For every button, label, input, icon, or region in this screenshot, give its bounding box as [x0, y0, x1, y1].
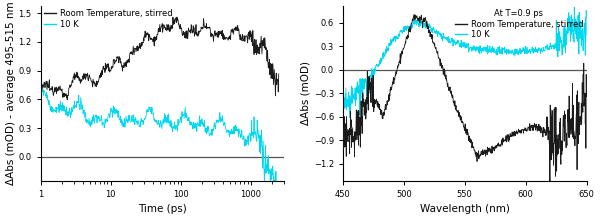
Legend: Room Temperature, stirred, 10 K: Room Temperature, stirred, 10 K: [454, 8, 584, 40]
Y-axis label: ΔAbs (mOD) - average 495-515 nm: ΔAbs (mOD) - average 495-515 nm: [5, 1, 16, 185]
X-axis label: Time (ps): Time (ps): [138, 204, 187, 214]
Legend: Room Temperature, stirred, 10 K: Room Temperature, stirred, 10 K: [43, 8, 173, 29]
X-axis label: Wavelength (nm): Wavelength (nm): [420, 204, 509, 214]
Y-axis label: ΔAbs (mOD): ΔAbs (mOD): [301, 61, 311, 125]
